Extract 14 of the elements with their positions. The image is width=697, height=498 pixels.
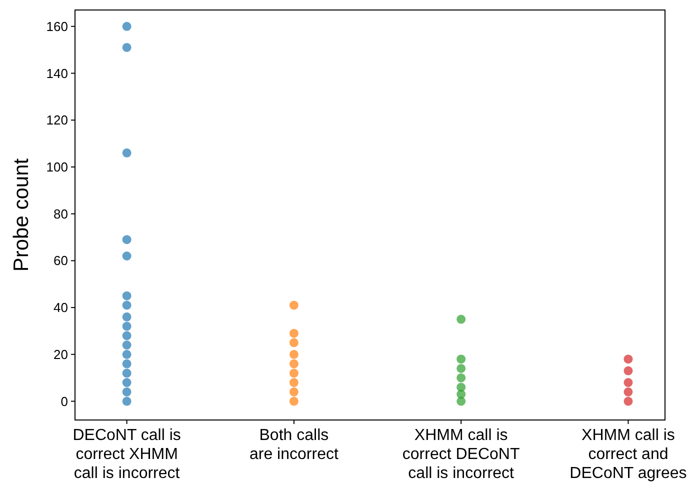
y-tick-label: 0 (60, 394, 68, 409)
y-tick-label: 120 (46, 112, 68, 128)
y-axis-title: Probe count (10, 158, 33, 272)
x-tick-label: Both calls are incorrect (249, 427, 339, 463)
y-tick-label: 60 (54, 253, 68, 268)
y-tick-label: 20 (54, 346, 68, 362)
x-tick-label: XHMM call is correct DECoNT call is incorrect (402, 427, 520, 482)
y-tick-label: 100 (46, 160, 68, 175)
x-tick-label: XHMM call is correct and DECoNT agrees (570, 427, 687, 482)
y-tick-label: 80 (54, 206, 68, 222)
y-tick-label: 160 (46, 18, 68, 34)
x-tick-label: DECoNT call is correct XHMM call is incorrect (72, 427, 181, 482)
y-tick-label: 140 (46, 66, 68, 81)
y-tick-label: 40 (54, 300, 68, 316)
